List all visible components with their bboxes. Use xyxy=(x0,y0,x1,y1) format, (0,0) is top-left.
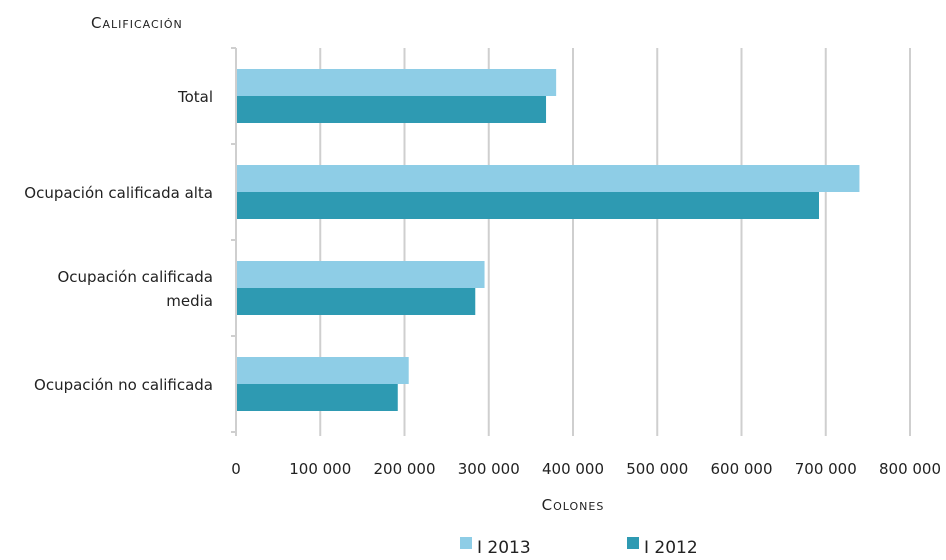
category-label: Total xyxy=(177,88,213,106)
category-label-line: Ocupación calificada alta xyxy=(24,184,213,202)
axis-layer xyxy=(231,47,237,436)
x-tick-label: 0 xyxy=(231,460,241,478)
category-label-line: Total xyxy=(177,88,213,106)
legend: I 2013 I 2012 xyxy=(460,537,698,558)
x-tick-label: 800 000 xyxy=(879,460,941,478)
bars-layer xyxy=(236,69,860,411)
label-layer: 0 100 000 200 000 300 000 400 000 500 000 600 … xyxy=(24,88,941,478)
legend-label: I 2013 xyxy=(477,538,531,558)
x-tick-label: 100 000 xyxy=(289,460,351,478)
legend-swatch xyxy=(460,537,472,549)
x-tick-label: 300 000 xyxy=(458,460,520,478)
x-axis-title: Colones xyxy=(542,496,605,514)
y-axis-title: Calificación xyxy=(91,14,183,32)
category-label-line: Ocupación calificada xyxy=(57,268,213,286)
x-tick-label: 500 000 xyxy=(626,460,688,478)
legend-swatch xyxy=(627,537,639,549)
bar xyxy=(236,261,485,288)
category-label: Ocupación calificada media xyxy=(57,268,213,310)
x-tick-label: 700 000 xyxy=(795,460,857,478)
category-label-line: Ocupación no calificada xyxy=(34,376,213,394)
category-label-line: media xyxy=(166,292,213,310)
bar xyxy=(236,384,398,411)
legend-label: I 2012 xyxy=(644,538,698,558)
bar xyxy=(236,165,860,192)
category-label: Ocupación no calificada xyxy=(34,376,213,394)
category-label: Ocupación calificada alta xyxy=(24,184,213,202)
x-tick-label: 400 000 xyxy=(542,460,604,478)
bar xyxy=(236,69,557,96)
bar xyxy=(236,192,820,219)
bar xyxy=(236,96,547,123)
x-tick-label: 600 000 xyxy=(710,460,772,478)
bar xyxy=(236,288,476,315)
x-tick-label: 200 000 xyxy=(373,460,435,478)
bar xyxy=(236,357,409,384)
